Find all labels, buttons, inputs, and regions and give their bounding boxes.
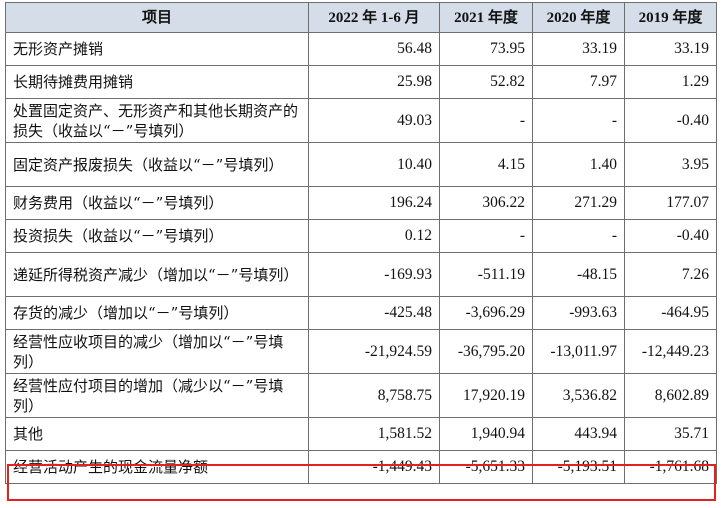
row-label: 处置固定资产、无形资产和其他长期资产的损失（收益以“－”号填列） bbox=[5, 98, 309, 143]
cell-value: -5,193.51 bbox=[532, 450, 625, 484]
header-row: 项目 2022 年 1-6 月 2021 年度 2020 年度 2019 年度 bbox=[5, 2, 717, 33]
cell-value: -3,696.29 bbox=[439, 296, 533, 330]
cash-flow-table: 项目 2022 年 1-6 月 2021 年度 2020 年度 2019 年度 … bbox=[5, 2, 717, 484]
table-row-total: 经营活动产生的现金流量净额 -1,449.43 -5,651.33 -5,193… bbox=[5, 450, 717, 484]
table-row: 其他 1,581.52 1,940.94 443.94 35.71 bbox=[5, 417, 717, 451]
table-row: 经营性应付项目的增加（减少以“－”号填列） 8,758.75 17,920.19… bbox=[5, 373, 717, 418]
cell-value: 73.95 bbox=[439, 32, 533, 66]
cell-value: 7.97 bbox=[532, 65, 625, 99]
cell-value: - bbox=[532, 219, 625, 253]
row-label: 经营活动产生的现金流量净额 bbox=[5, 450, 309, 484]
table-row: 财务费用（收益以“－”号填列） 196.24 306.22 271.29 177… bbox=[5, 186, 717, 220]
cell-value: -425.48 bbox=[308, 296, 440, 330]
header-item: 项目 bbox=[5, 2, 309, 33]
cell-value: 52.82 bbox=[439, 65, 533, 99]
cell-value: 33.19 bbox=[532, 32, 625, 66]
cell-value: -1,761.68 bbox=[624, 450, 717, 484]
row-label: 固定资产报废损失（收益以“－”号填列） bbox=[5, 142, 309, 187]
table-row: 无形资产摊销 56.48 73.95 33.19 33.19 bbox=[5, 32, 717, 66]
cell-value: 3,536.82 bbox=[532, 373, 625, 418]
cell-value: - bbox=[439, 219, 533, 253]
cell-value: 4.15 bbox=[439, 142, 533, 187]
cell-value: 33.19 bbox=[624, 32, 717, 66]
cell-value: -48.15 bbox=[532, 252, 625, 297]
cell-value: - bbox=[439, 98, 533, 143]
table-row: 长期待摊费用摊销 25.98 52.82 7.97 1.29 bbox=[5, 65, 717, 99]
row-label: 其他 bbox=[5, 417, 309, 451]
cell-value: -12,449.23 bbox=[624, 329, 717, 374]
cell-value: 49.03 bbox=[308, 98, 440, 143]
cell-value: -511.19 bbox=[439, 252, 533, 297]
cell-value: 7.26 bbox=[624, 252, 717, 297]
cell-value: -21,924.59 bbox=[308, 329, 440, 374]
cell-value: 56.48 bbox=[308, 32, 440, 66]
row-label: 存货的减少（增加以“－”号填列） bbox=[5, 296, 309, 330]
cell-value: 177.07 bbox=[624, 186, 717, 220]
header-2019: 2019 年度 bbox=[624, 2, 717, 33]
header-2022h1: 2022 年 1-6 月 bbox=[308, 2, 440, 33]
cell-value: 271.29 bbox=[532, 186, 625, 220]
cell-value: 1.29 bbox=[624, 65, 717, 99]
cell-value: 35.71 bbox=[624, 417, 717, 451]
cell-value: -5,651.33 bbox=[439, 450, 533, 484]
cell-value: 1.40 bbox=[532, 142, 625, 187]
cell-value: 8,758.75 bbox=[308, 373, 440, 418]
header-2020: 2020 年度 bbox=[532, 2, 625, 33]
row-label: 经营性应付项目的增加（减少以“－”号填列） bbox=[5, 373, 309, 418]
table-row: 存货的减少（增加以“－”号填列） -425.48 -3,696.29 -993.… bbox=[5, 296, 717, 330]
cell-value: 1,940.94 bbox=[439, 417, 533, 451]
table-row: 递延所得税资产减少（增加以“－”号填列） -169.93 -511.19 -48… bbox=[5, 252, 717, 297]
row-label: 长期待摊费用摊销 bbox=[5, 65, 309, 99]
table-row: 经营性应收项目的减少（增加以“－”号填列） -21,924.59 -36,795… bbox=[5, 329, 717, 374]
cell-value: -36,795.20 bbox=[439, 329, 533, 374]
cell-value: 17,920.19 bbox=[439, 373, 533, 418]
cell-value: 25.98 bbox=[308, 65, 440, 99]
cell-value: 3.95 bbox=[624, 142, 717, 187]
cell-value: -464.95 bbox=[624, 296, 717, 330]
row-label: 递延所得税资产减少（增加以“－”号填列） bbox=[5, 252, 309, 297]
cell-value: 0.12 bbox=[308, 219, 440, 253]
cell-value: 1,581.52 bbox=[308, 417, 440, 451]
cell-value: -13,011.97 bbox=[532, 329, 625, 374]
cell-value: -169.93 bbox=[308, 252, 440, 297]
cell-value: 306.22 bbox=[439, 186, 533, 220]
cell-value: 443.94 bbox=[532, 417, 625, 451]
row-label: 财务费用（收益以“－”号填列） bbox=[5, 186, 309, 220]
cell-value: -1,449.43 bbox=[308, 450, 440, 484]
row-label: 无形资产摊销 bbox=[5, 32, 309, 66]
table-row: 投资损失（收益以“－”号填列） 0.12 - - -0.40 bbox=[5, 219, 717, 253]
cell-value: -993.63 bbox=[532, 296, 625, 330]
row-label: 投资损失（收益以“－”号填列） bbox=[5, 219, 309, 253]
row-label: 经营性应收项目的减少（增加以“－”号填列） bbox=[5, 329, 309, 374]
cell-value: -0.40 bbox=[624, 98, 717, 143]
header-2021: 2021 年度 bbox=[439, 2, 533, 33]
cell-value: 8,602.89 bbox=[624, 373, 717, 418]
cell-value: 10.40 bbox=[308, 142, 440, 187]
table-row: 处置固定资产、无形资产和其他长期资产的损失（收益以“－”号填列） 49.03 -… bbox=[5, 98, 717, 143]
cell-value: -0.40 bbox=[624, 219, 717, 253]
cell-value: 196.24 bbox=[308, 186, 440, 220]
table-row: 固定资产报废损失（收益以“－”号填列） 10.40 4.15 1.40 3.95 bbox=[5, 142, 717, 187]
cell-value: - bbox=[532, 98, 625, 143]
